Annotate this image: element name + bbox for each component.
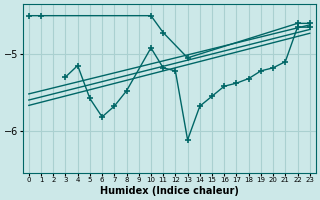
X-axis label: Humidex (Indice chaleur): Humidex (Indice chaleur)	[100, 186, 239, 196]
